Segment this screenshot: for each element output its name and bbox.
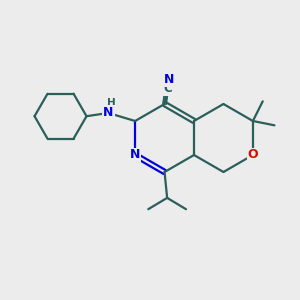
Text: H: H — [107, 98, 116, 108]
Text: O: O — [248, 148, 258, 161]
Text: N: N — [130, 148, 140, 161]
Text: N: N — [164, 73, 174, 86]
Text: N: N — [103, 106, 113, 119]
Text: C: C — [164, 82, 172, 94]
